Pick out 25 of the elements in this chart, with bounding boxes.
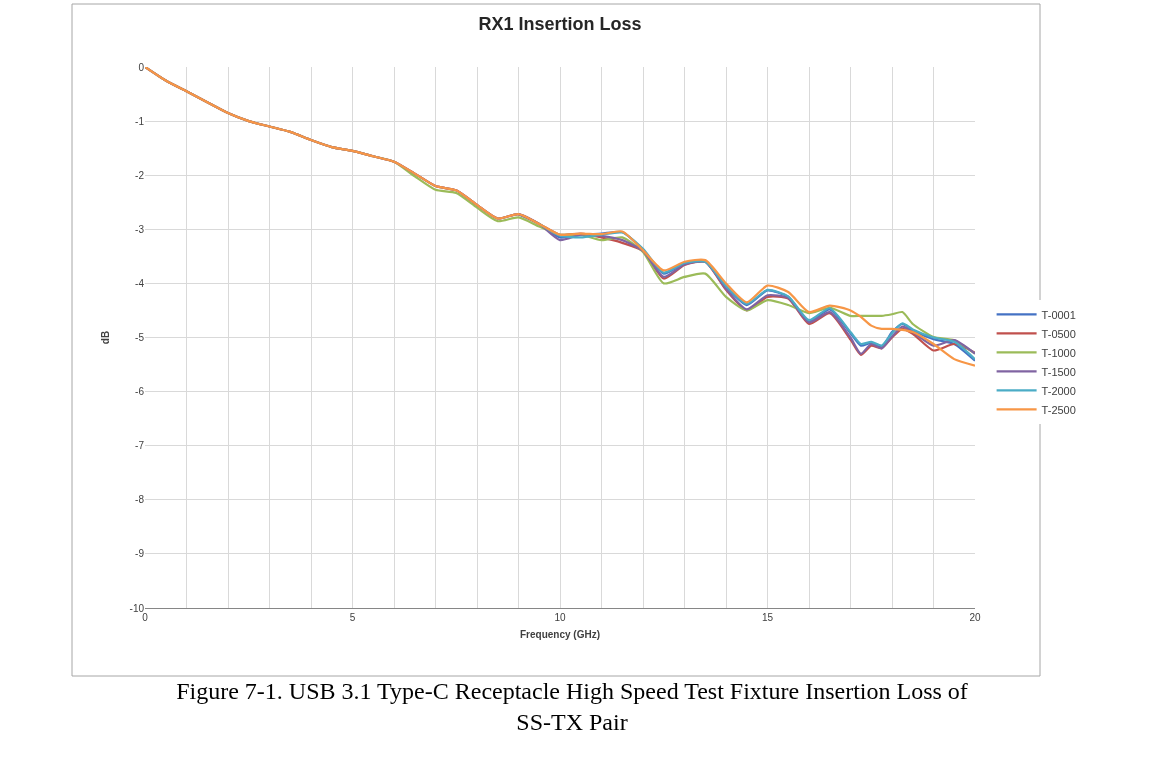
y-tick-label: -10 bbox=[129, 602, 145, 614]
y-tick-label: -3 bbox=[135, 223, 145, 235]
y-tick-label: -5 bbox=[135, 332, 145, 343]
x-tick-label: 15 bbox=[761, 612, 774, 623]
legend-label: T-2000 bbox=[1041, 384, 1076, 397]
legend-label: T-1000 bbox=[1041, 346, 1076, 359]
x-tick-label: 5 bbox=[349, 612, 356, 623]
y-axis-title: dB bbox=[99, 330, 111, 345]
legend-label: T-0500 bbox=[1041, 327, 1076, 340]
y-tick-label: -8 bbox=[135, 494, 145, 506]
x-tick-label: 10 bbox=[554, 612, 566, 623]
chart-title: RX1 Insertion Loss bbox=[478, 14, 642, 35]
y-tick-label: -6 bbox=[135, 386, 145, 398]
legend-label: T-0001 bbox=[1041, 308, 1076, 321]
y-tick-label: -9 bbox=[135, 548, 145, 560]
legend-label: T-1500 bbox=[1041, 365, 1076, 378]
y-tick-label: -7 bbox=[135, 440, 145, 452]
caption: Figure 7-1. USB 3.1 Type-C Receptacle High Speed Test Fixture Insertion Loss of SS-TX Pair bbox=[176, 678, 968, 736]
x-axis-title: Frequency (GHz) bbox=[519, 628, 601, 640]
y-tick-label: 0 bbox=[138, 61, 145, 73]
y-tick-label: -2 bbox=[135, 169, 145, 181]
y-tick-label: -1 bbox=[135, 115, 145, 127]
y-tick-label: -4 bbox=[135, 277, 145, 289]
legend-label: T-2500 bbox=[1041, 403, 1076, 416]
x-tick-label: 20 bbox=[969, 612, 981, 623]
